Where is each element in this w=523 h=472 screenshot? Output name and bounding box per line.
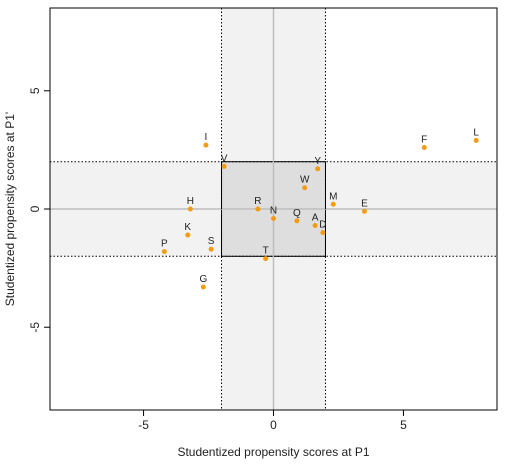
x-tick-label: 5 xyxy=(400,418,407,432)
data-point-label: R xyxy=(254,196,261,207)
data-point xyxy=(421,145,427,151)
data-point xyxy=(187,206,193,212)
data-point-label: P xyxy=(161,239,168,250)
data-point-label: D xyxy=(319,220,326,231)
data-point xyxy=(473,137,479,143)
data-point xyxy=(200,284,206,290)
reference-lines xyxy=(50,8,497,410)
data-point xyxy=(185,232,191,238)
data-point-label: V xyxy=(221,153,228,164)
data-point xyxy=(271,215,276,221)
y-tick-label: 0 xyxy=(28,205,42,212)
data-point xyxy=(161,249,167,255)
data-point-label: K xyxy=(184,222,191,233)
y-axis-label: Studentized propensity scores at P1' xyxy=(3,112,17,306)
data-point-label: N xyxy=(270,205,277,216)
data-point-label: W xyxy=(300,175,310,186)
data-point-label: I xyxy=(205,132,208,143)
data-point-label: M xyxy=(329,191,337,202)
data-point xyxy=(208,246,214,252)
data-point xyxy=(263,256,269,262)
data-point-label: E xyxy=(361,198,368,209)
x-tick-label: -5 xyxy=(138,418,149,432)
data-point xyxy=(315,166,321,172)
data-point-label: Y xyxy=(314,156,321,167)
data-point xyxy=(203,142,209,148)
data-point xyxy=(294,218,300,224)
y-tick-label: -5 xyxy=(28,322,42,333)
x-tick-label: 0 xyxy=(270,418,277,432)
data-point-label: A xyxy=(312,213,319,224)
data-point-label: T xyxy=(263,246,269,257)
data-point xyxy=(312,223,318,229)
data-point-label: L xyxy=(473,127,479,138)
data-point xyxy=(361,208,367,214)
data-point-label: F xyxy=(421,135,427,146)
data-point-label: Q xyxy=(293,208,301,219)
data-point xyxy=(255,206,261,212)
data-point-label: H xyxy=(187,196,194,207)
data-point-label: G xyxy=(199,274,207,285)
y-tick-label: 5 xyxy=(28,87,42,94)
data-point xyxy=(320,230,326,236)
data-point xyxy=(330,201,336,207)
data-point-label: S xyxy=(208,236,215,247)
axes: -5 0 5 -5 0 5 xyxy=(28,87,407,432)
data-point xyxy=(221,163,227,169)
data-points: I V F L YW M E H RN Q AD K S P T G xyxy=(161,127,479,290)
x-axis-label: Studentized propensity scores at P1 xyxy=(177,445,369,459)
data-point xyxy=(302,185,308,191)
